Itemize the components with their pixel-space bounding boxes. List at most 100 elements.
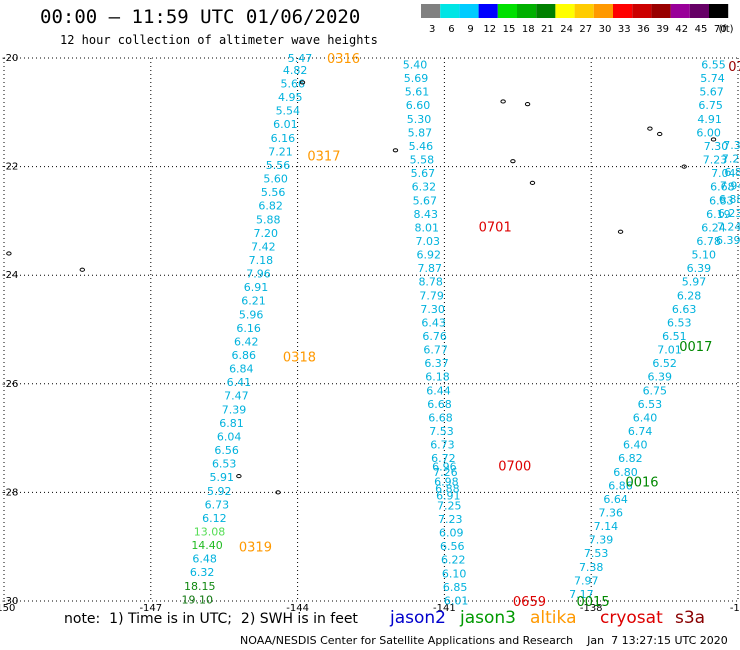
wave-height-value: 7.24 [717, 220, 740, 233]
plot-area: -150 -147 -144 -141 -138 -13 -20 -22 -24 -26 -28 -3… [0, 52, 740, 612]
x-tick-label: -138 [580, 603, 603, 612]
wave-height-value: 6.53 [638, 398, 663, 411]
wave-height-value: 6.39 [687, 262, 712, 275]
wave-height-value: 6.83 [709, 194, 734, 207]
colorbar-swatch [478, 4, 498, 18]
colorbar-label: 21 [541, 24, 554, 35]
wave-height-value: 7.39 [589, 534, 614, 547]
wave-height-value: 5.47 [288, 52, 313, 65]
x-tick-label: -13 [730, 603, 740, 612]
wave-height-value: 6.53 [667, 316, 692, 329]
colorbar-label: 6 [448, 24, 454, 35]
wave-height-value: 5.10 [691, 249, 716, 262]
wave-height-value: 7.18 [249, 254, 274, 267]
wave-height-value: 14.40 [191, 539, 223, 552]
legend-jason2: jason2 [390, 608, 446, 628]
wave-height-value: 6.55 [701, 59, 726, 72]
wave-height-value: 6.01 [444, 594, 469, 607]
wave-height-value: 8.01 [415, 221, 440, 234]
time-label: 0317 [307, 150, 340, 165]
colorbar-label: 30 [599, 24, 612, 35]
wave-height-value: 7.17 [569, 588, 594, 601]
wave-height-value: 6.75 [643, 384, 668, 397]
colorbar-label: 70 [714, 24, 727, 35]
island-outline [647, 126, 653, 131]
wave-height-value: 6.82 [618, 452, 643, 465]
wave-height-value: 5.61 [405, 86, 430, 99]
wave-height-value: 6.72 [431, 452, 456, 465]
wave-height-value: 6.19 [706, 208, 731, 221]
wave-height-value: 6.68 [427, 398, 452, 411]
wave-height-value: 5.30 [407, 113, 432, 126]
wave-height-value: 7.14 [594, 520, 619, 533]
wave-height-value: 4.95 [278, 91, 303, 104]
wave-height-value: 6.53 [212, 458, 237, 471]
wave-height-value: 6.86 [608, 479, 633, 492]
wave-height-value: 8.43 [414, 208, 439, 221]
wave-height-value: 7.53 [584, 547, 609, 560]
time-label: 0016 [625, 476, 658, 491]
wave-height-value: 6.82 [258, 200, 283, 213]
chart-title: 00:00 – 11:59 UTC 01/06/2020 [40, 6, 361, 28]
time-label: 0319 [239, 541, 272, 556]
wave-height-value: 6.39 [716, 234, 740, 247]
footer-note: note: 1) Time is in UTC; 2) SWH is in fe… [64, 611, 358, 627]
wave-height-value: 6.92 [416, 249, 441, 262]
island-outline [681, 164, 687, 169]
wave-height-value: 6.98 [434, 476, 459, 489]
wave-height-value: 5.97 [682, 276, 707, 289]
wave-height-value: 6.37 [424, 357, 449, 370]
wave-height-value: 6.74 [628, 425, 653, 438]
wave-height-value: 7.38 [579, 561, 604, 574]
wave-height-value: 6.48 [192, 553, 217, 566]
wave-height-value: 6.63 [672, 303, 697, 316]
y-tick-label: -24 [2, 270, 18, 281]
island-outline [299, 80, 306, 85]
wave-height-value: 6.96 [432, 460, 457, 473]
colorbar-label: 3 [429, 24, 435, 35]
wave-height-value: 5.58 [410, 154, 435, 167]
wave-height-value: 6.91 [436, 490, 461, 503]
wave-height-value: 6.73 [430, 439, 455, 452]
wave-height-value: 6.88 [719, 193, 740, 206]
wave-height-value: 7.03 [416, 235, 441, 248]
wave-height-value: 19.10 [182, 593, 214, 606]
wave-height-value: 6.43 [421, 316, 446, 329]
footer-credit: NOAA/NESDIS Center for Satellite Applica… [240, 634, 728, 647]
island-outline [392, 148, 399, 153]
island-outline [617, 229, 624, 234]
wave-height-value: 7.42 [251, 240, 276, 253]
colorbar-label: 24 [560, 24, 573, 35]
colorbar-label: (ft) [718, 24, 733, 35]
colorbar-swatch [517, 4, 537, 18]
wave-height-value: 6.91 [244, 281, 269, 294]
island-outline [236, 474, 242, 479]
wave-height-value: 5.87 [408, 126, 433, 139]
wave-height-value: 6.77 [423, 344, 448, 357]
legend-altika: altika [530, 608, 577, 628]
island-outline [529, 180, 536, 185]
time-label: 0700 [498, 459, 531, 474]
island-outline [500, 99, 506, 104]
wave-height-value: 6.56 [440, 540, 465, 553]
wave-height-value: 6.16 [236, 322, 261, 335]
island-outline [710, 137, 717, 142]
y-tick-label: -20 [2, 53, 18, 64]
wave-height-value: 6.39 [647, 371, 672, 384]
x-tick-label: -150 [0, 603, 15, 612]
colorbar-swatch [651, 4, 671, 18]
colorbar-label: 36 [637, 24, 650, 35]
wave-height-value: 8.78 [418, 276, 443, 289]
wave-height-value: 5.54 [276, 105, 301, 118]
wave-height-value: 6.22 [441, 554, 466, 567]
legend-cryosat: cryosat [600, 608, 663, 628]
wave-height-value: 6.68 [428, 411, 453, 424]
wave-height-value: 6.51 [662, 330, 687, 343]
colorbar-swatch [459, 4, 479, 18]
wave-height-value: 5.40 [403, 59, 428, 72]
wave-height-value: 5.74 [700, 72, 725, 85]
wave-height-value: 6.88 [435, 483, 460, 496]
wave-height-value: 6.23 [718, 207, 740, 220]
wave-height-value: 6.73 [205, 498, 230, 511]
